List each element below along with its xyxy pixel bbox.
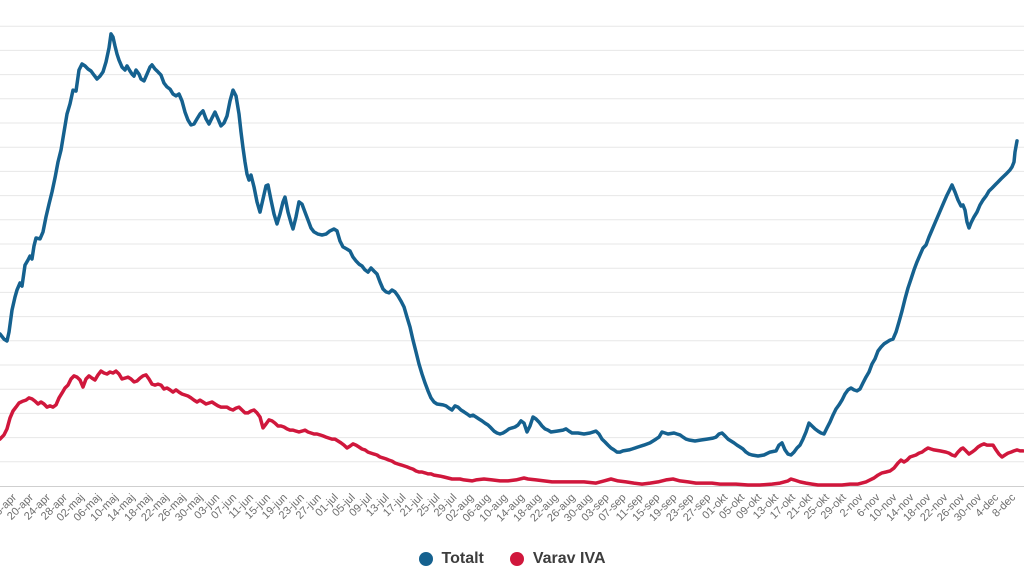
legend-item-varav-iva: Varav IVA: [509, 550, 606, 568]
series-line-totalt: [0, 32, 1019, 458]
series-line-varav-iva: [0, 369, 1024, 487]
legend-label-totalt: Totalt: [441, 550, 484, 567]
legend-label-varav-iva: Varav IVA: [532, 550, 606, 567]
varav-iva-series-dot-icon: [509, 552, 524, 566]
chart-plot-area: 12-apr16-apr20-apr24-apr28-apr02-maj06-m…: [0, 25, 1024, 524]
totalt-series-dot-icon: [418, 552, 433, 566]
legend-item-totalt: Totalt: [418, 550, 484, 568]
chart-legend: Totalt Varav IVA: [0, 550, 1024, 568]
